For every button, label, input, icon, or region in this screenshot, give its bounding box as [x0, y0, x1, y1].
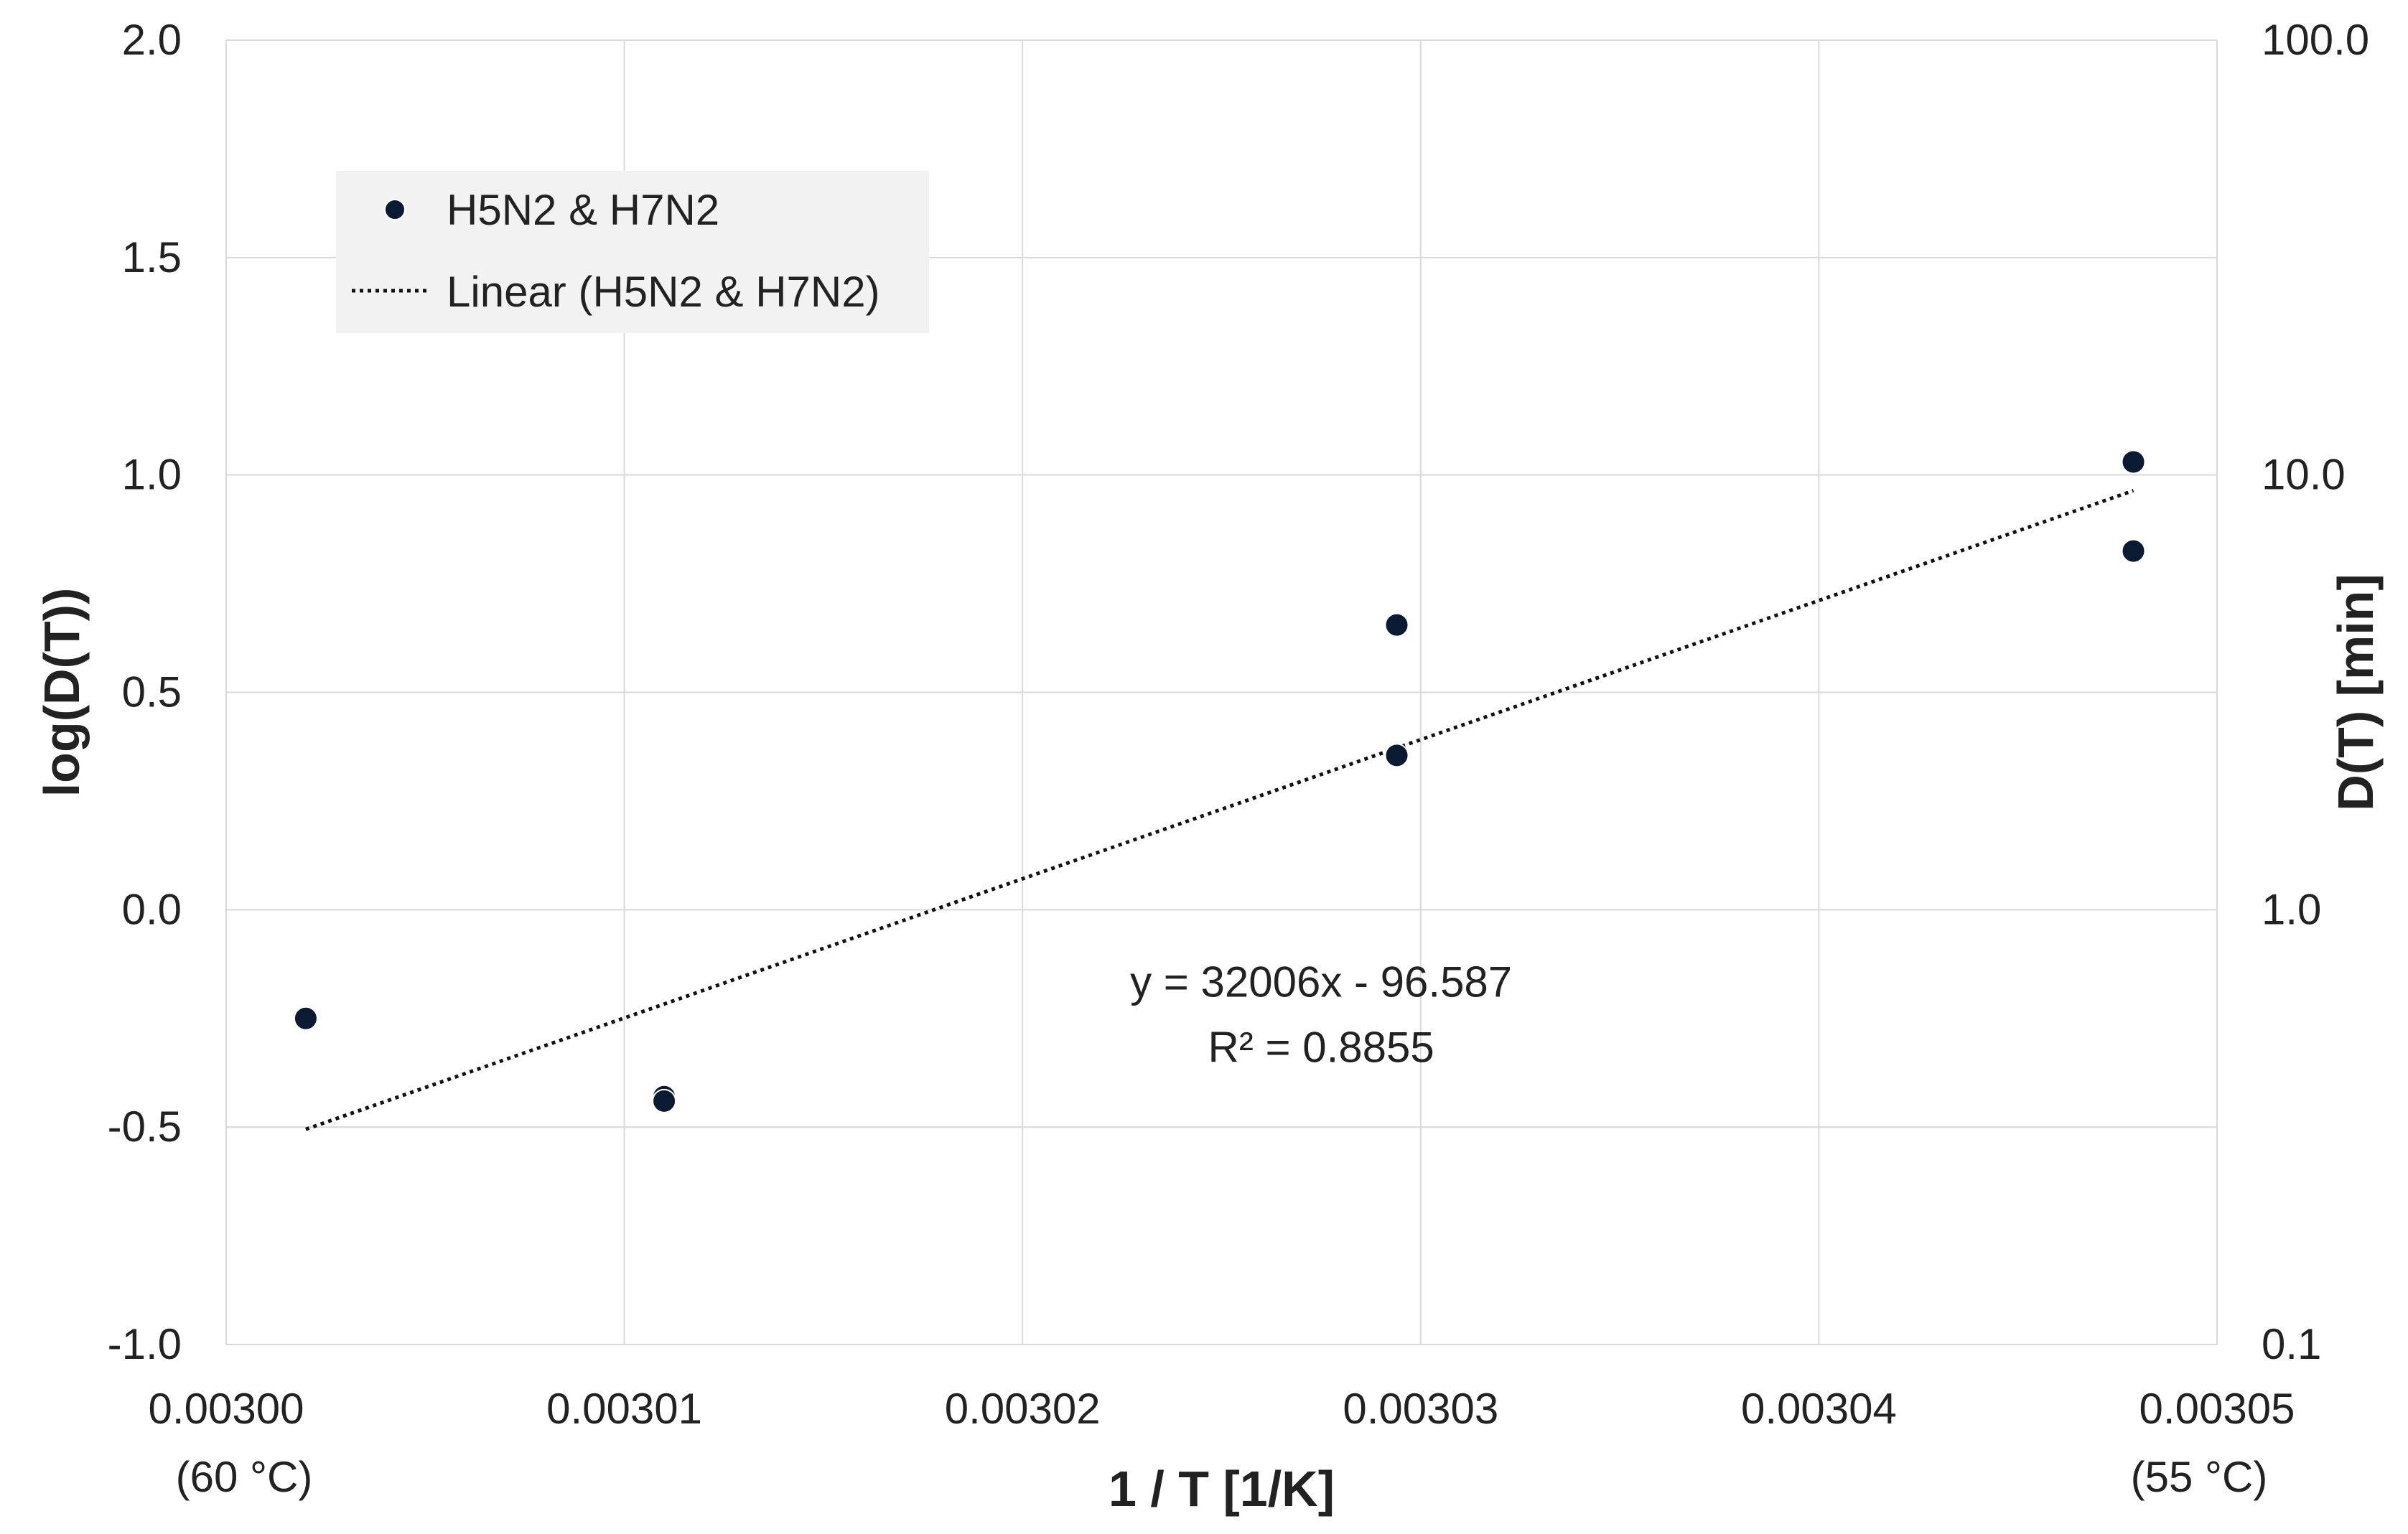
data-point: [1384, 612, 1409, 637]
y-tick-label: 0.0: [122, 885, 182, 933]
data-point: [2121, 538, 2146, 563]
x-tick-label: 0.00303: [1343, 1385, 1498, 1433]
data-point: [652, 1088, 677, 1113]
y2-tick-label: 0.1: [2262, 1320, 2321, 1368]
trendline-equation: y = 32006x - 96.587: [1130, 958, 1512, 1006]
data-point: [293, 1006, 318, 1031]
x-temperature-label: (55 °C): [2131, 1453, 2268, 1501]
y2-tick-label: 100.0: [2262, 16, 2369, 64]
legend-marker-scatter: [384, 199, 406, 220]
y2-tick-label: 10.0: [2262, 451, 2346, 499]
tick-labels-layer: 0.00300 0.00301 0.00302 0.00303 0.00304 0.003…: [108, 16, 2370, 1501]
y-tick-label: 1.0: [122, 451, 182, 499]
y-tick-label: 1.5: [122, 233, 182, 281]
x-temperature-label: (60 °C): [176, 1453, 313, 1501]
legend-label-scatter: H5N2 & H7N2: [447, 186, 719, 234]
data-points-layer: [293, 449, 2146, 1113]
x-tick-label: 0.00301: [546, 1385, 702, 1433]
y-tick-label: -0.5: [108, 1103, 182, 1151]
data-point: [1384, 743, 1409, 768]
legend-label-trendline: Linear (H5N2 & H7N2): [447, 268, 880, 316]
y2-tick-label: 1.0: [2262, 885, 2321, 933]
data-point: [2121, 449, 2146, 474]
r-squared-label: R² = 0.8855: [1208, 1023, 1434, 1071]
trendline-layer: [305, 489, 2134, 1131]
trendline: [305, 489, 2134, 1131]
x-tick-label: 0.00305: [2139, 1385, 2295, 1433]
legend-background: [336, 171, 929, 333]
legend: H5N2 & H7N2 Linear (H5N2 & H7N2): [336, 171, 929, 333]
y-tick-label: 2.0: [122, 16, 182, 64]
x-tick-label: 0.00300: [149, 1385, 304, 1433]
x-tick-label: 0.00304: [1741, 1385, 1897, 1433]
y-tick-label: 0.5: [122, 668, 182, 716]
y-tick-label: -1.0: [108, 1320, 182, 1368]
secondary-y-axis-title: D(T) [min]: [2328, 574, 2384, 810]
x-axis-title: 1 / T [1/K]: [1109, 1461, 1335, 1517]
x-tick-label: 0.00302: [945, 1385, 1101, 1433]
y-axis-title: log(D(T)): [34, 588, 90, 798]
